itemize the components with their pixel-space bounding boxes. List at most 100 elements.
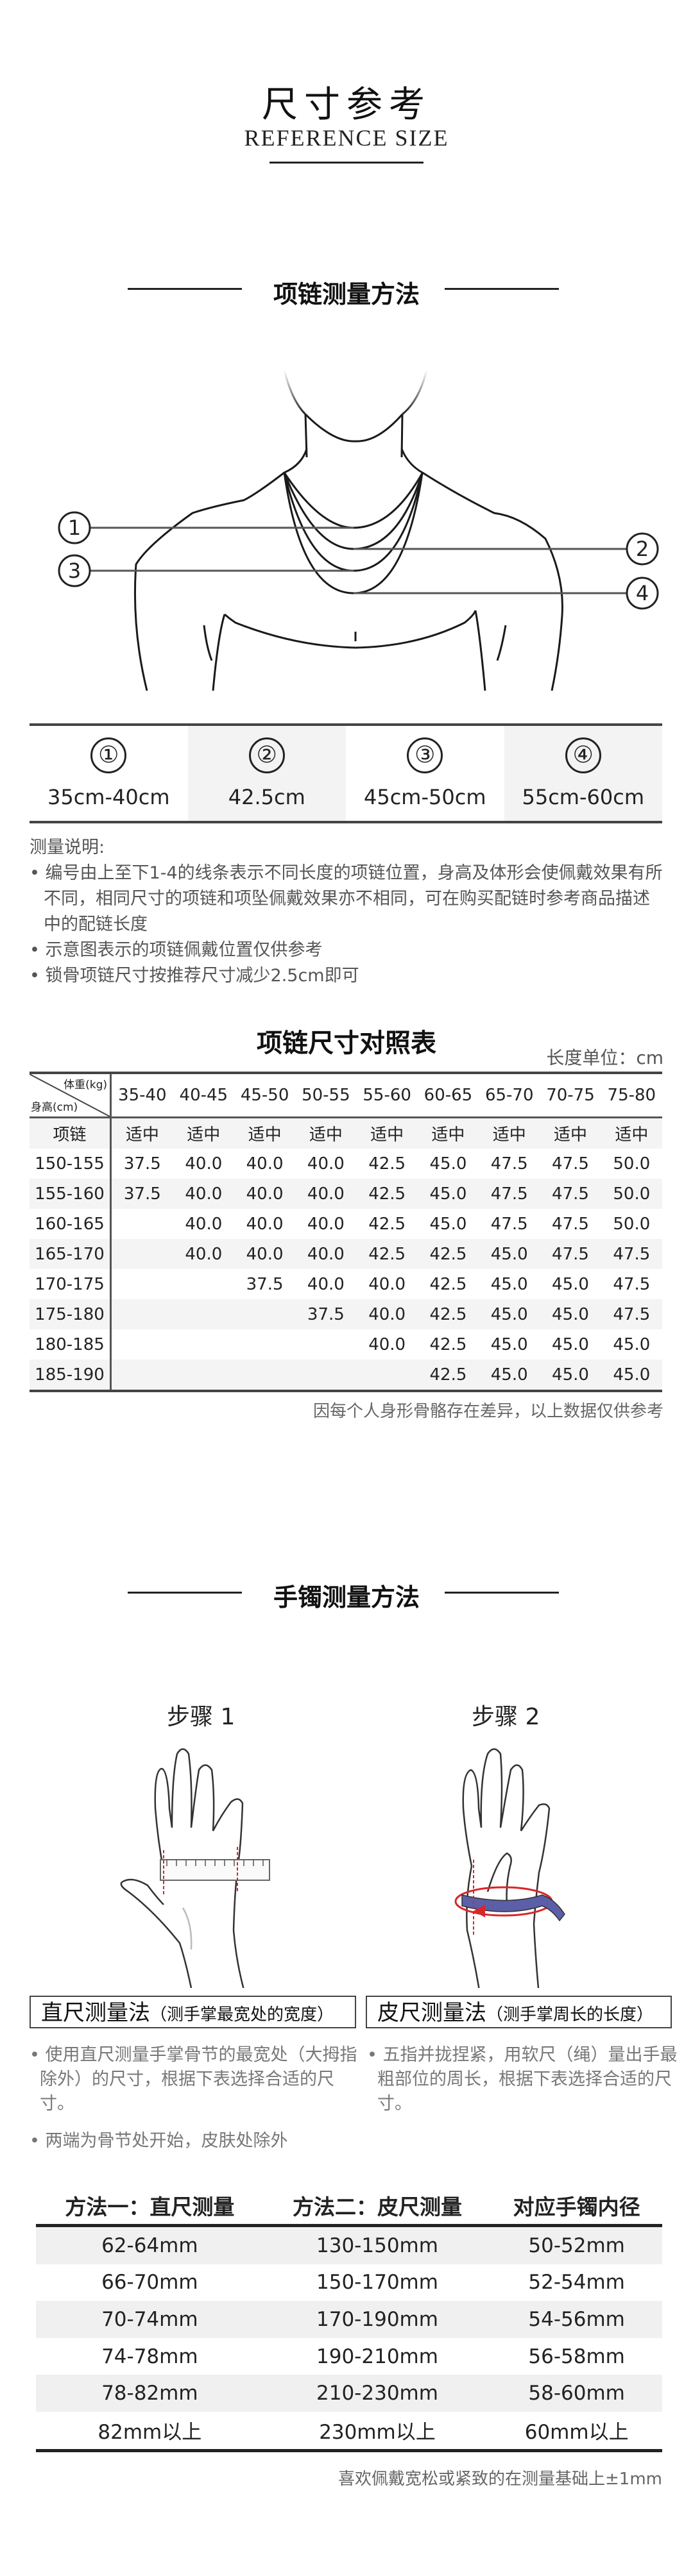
length-cell	[173, 1360, 234, 1391]
summary-number: ①	[90, 737, 127, 773]
height-cell: 165-170	[30, 1239, 112, 1269]
method1-title: 直尺测量法	[41, 2000, 150, 2026]
length-cell: 42.5	[417, 1360, 479, 1391]
length-cell	[111, 1209, 173, 1239]
table-row: 78-82mm 210-230mm 58-60mm	[36, 2375, 662, 2412]
length-cell: 42.5	[417, 1239, 479, 1269]
size-cell: 82mm以上	[36, 2411, 264, 2452]
fit-cell: 适中	[540, 1117, 601, 1149]
summary-col-4: ④ 55cm-60cm	[504, 726, 662, 821]
length-cell: 45.0	[540, 1299, 601, 1329]
length-cell: 45.0	[552, 1334, 589, 1354]
column-header: 方法一：直尺测量	[36, 2187, 264, 2227]
svg-text:1: 1	[68, 516, 81, 540]
fit-cell: 适中	[356, 1117, 418, 1149]
length-cell: 47.5	[552, 1214, 589, 1234]
necklace-section-title: 项链测量方法	[273, 280, 420, 308]
length-cell: 42.5	[429, 1334, 467, 1354]
length-cell: 47.5	[490, 1154, 528, 1174]
size-cell: 130-150mm	[263, 2225, 492, 2264]
length-cell: 40.0	[295, 1239, 357, 1269]
weight-axis-label: 体重(kg)	[64, 1079, 107, 1091]
fit-cell: 适中	[110, 1117, 173, 1149]
table-row: 74-78mm 190-210mm 56-58mm	[36, 2338, 662, 2375]
length-cell: 40.0	[185, 1214, 223, 1234]
length-cell: 40.0	[246, 1154, 284, 1174]
method2-desc-text: 五指并拢捏紧，用软尺（绳）量出手最粗部位的周长，根据下表选择合适的尺寸。	[377, 2045, 678, 2114]
fit-cell: 适中	[295, 1117, 357, 1149]
length-cell: 40.0	[368, 1334, 406, 1354]
length-cell	[110, 1360, 173, 1391]
fit-cell: 适中	[479, 1117, 540, 1149]
length-cell: 47.5	[601, 1239, 662, 1269]
soft-tape-icon	[461, 1894, 565, 1922]
length-cell: 42.5	[429, 1274, 467, 1294]
note-text: 锁骨项链尺寸按推荐尺寸减少2.5cm即可	[45, 966, 359, 986]
length-cell: 37.5	[246, 1274, 284, 1294]
length-cell: 42.5	[356, 1179, 418, 1209]
summary-length: 35cm-40cm	[47, 785, 170, 809]
height-axis-label: 身高(cm)	[31, 1101, 78, 1114]
bracelet-section-title: 手镯测量方法	[273, 1583, 420, 1612]
length-cell: 45.0	[540, 1360, 601, 1391]
size-cell: 78-82mm	[36, 2375, 264, 2412]
length-cell: 40.0	[307, 1154, 345, 1174]
summary-length: 42.5cm	[228, 785, 305, 809]
bracelet-size-table: 方法一：直尺测量 方法二：皮尺测量 对应手镯内径 62-64mm 130-150mm 5…	[36, 2187, 662, 2452]
method2-subtitle: （测手掌周长的长度）	[486, 2005, 654, 2025]
length-cell: 50.0	[601, 1179, 662, 1209]
length-cell: 37.5	[123, 1154, 161, 1174]
length-cell: 40.0	[295, 1179, 357, 1209]
svg-text:2: 2	[636, 537, 649, 561]
length-cell	[356, 1360, 418, 1391]
weight-header: 35-40	[110, 1073, 173, 1118]
length-cell: 45.0	[552, 1274, 589, 1294]
column-header: 方法二：皮尺测量	[263, 2187, 492, 2227]
table-row: 66-70mm 150-170mm 52-54mm	[36, 2264, 662, 2302]
weight-header: 55-60	[356, 1073, 418, 1118]
length-cell: 42.5	[356, 1239, 418, 1269]
length-cell: 45.0	[429, 1214, 467, 1234]
method1-desc-text: 使用直尺测量手掌骨节的最宽处（大拇指除外）的尺寸，根据下表选择合适的尺寸。	[40, 2045, 357, 2114]
length-cell: 45.0	[613, 1334, 651, 1354]
title-divider	[270, 162, 424, 164]
length-cell: 40.0	[246, 1214, 284, 1234]
page-subtitle: REFERENCE SIZE	[244, 125, 449, 151]
page-title: 尺寸参考	[262, 84, 431, 126]
length-cell	[234, 1299, 296, 1329]
necklace-illustration: 1 2 3 4	[58, 369, 659, 691]
height-cell: 175-180	[30, 1299, 112, 1329]
section-divider-left	[128, 1592, 242, 1594]
length-cell: 37.5	[110, 1179, 173, 1209]
weight-header: 65-70	[479, 1073, 540, 1118]
table-row: 175-180 37.5 40.0 42.5 45.0 45.0 47.5	[30, 1299, 662, 1329]
length-cell: 45.0	[490, 1274, 528, 1294]
length-cell: 50.0	[613, 1214, 651, 1234]
bracelet-footnote: 喜欢佩戴宽松或紧致的在测量基础上±1mm	[338, 2470, 662, 2489]
note-text: 示意图表示的项链佩戴位置仅供参考	[45, 940, 323, 960]
tape-method-box: 皮尺测量法（测手掌周长的长度）	[366, 1996, 672, 2028]
weight-header: 60-65	[417, 1073, 479, 1118]
size-cell: 210-230mm	[263, 2375, 492, 2412]
extra-note-text: 两端为骨节处开始，皮肤处除外	[45, 2131, 288, 2151]
length-cell: 40.0	[307, 1214, 345, 1234]
length-cell: 40.0	[356, 1299, 418, 1329]
height-cell: 180-185	[30, 1329, 112, 1360]
length-cell: 47.5	[540, 1239, 601, 1269]
extra-note: • 两端为骨节处开始，皮肤处除外	[30, 2131, 288, 2151]
length-cell	[173, 1299, 234, 1329]
weight-header: 70-75	[540, 1073, 601, 1118]
note-item: • 锁骨项链尺寸按推荐尺寸减少2.5cm即可	[30, 966, 359, 986]
section-divider-right	[445, 288, 559, 290]
length-cell: 40.0	[234, 1179, 296, 1209]
size-cell: 50-52mm	[491, 2225, 662, 2264]
section-divider-right	[445, 1592, 559, 1594]
table-row: 155-160 37.5 40.0 40.0 40.0 42.5 45.0 47.5 47.5 5…	[30, 1179, 662, 1209]
method2-description: • 五指并拢捏紧，用软尺（绳）量出手最粗部位的周长，根据下表选择合适的尺寸。	[367, 2045, 678, 2114]
length-cell	[295, 1360, 357, 1391]
length-cell: 45.0	[490, 1334, 528, 1354]
size-cell: 52-54mm	[528, 2271, 625, 2294]
length-cell: 40.0	[368, 1274, 406, 1294]
height-cell: 170-175	[30, 1269, 112, 1299]
summary-number: ②	[248, 737, 285, 773]
